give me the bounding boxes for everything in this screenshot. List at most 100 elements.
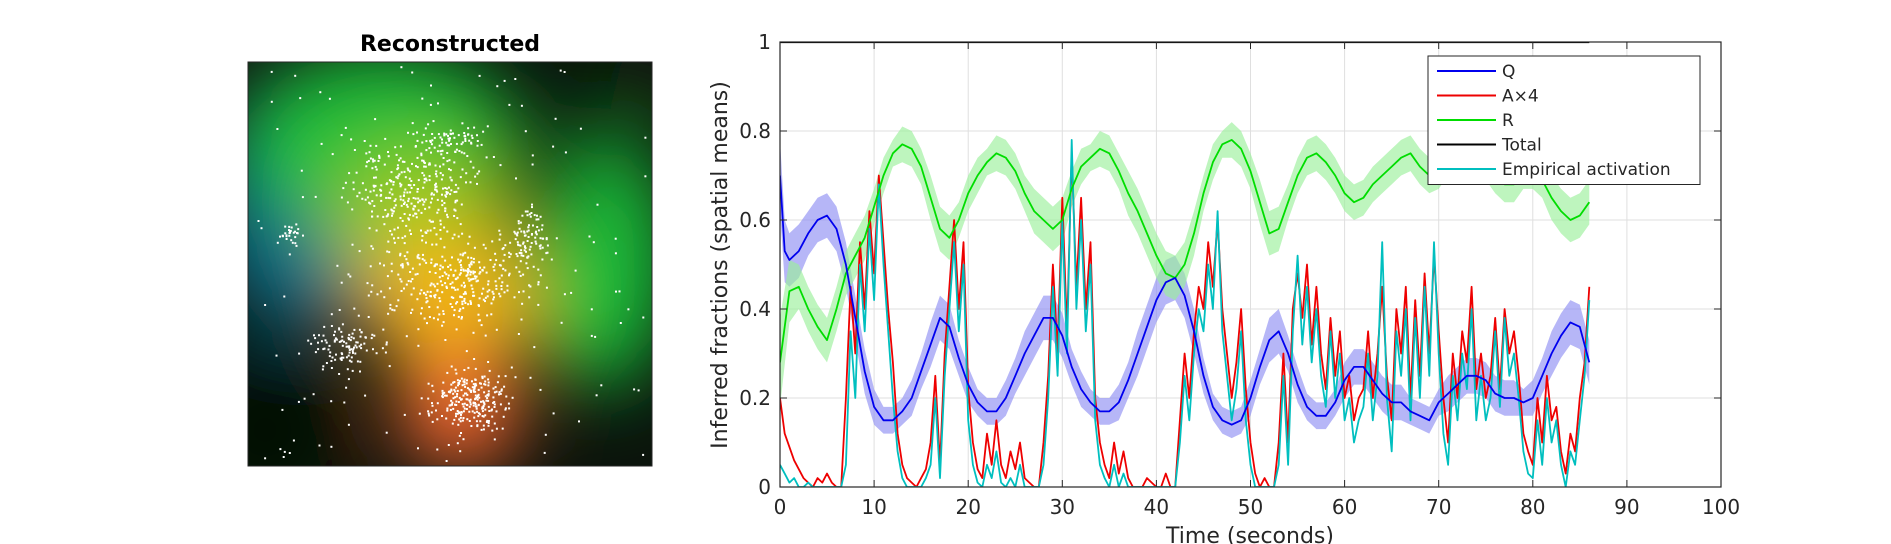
activation-dot-1088: [321, 368, 324, 371]
activation-dot-1331: [642, 316, 645, 319]
activation-dot-1245: [405, 335, 408, 338]
activation-dot-577: [513, 296, 516, 299]
activation-dot-886: [455, 412, 457, 415]
activation-dot-643: [472, 331, 475, 334]
activation-dot-101: [417, 197, 420, 200]
activation-dot-515: [438, 276, 441, 279]
activation-dot-11: [396, 164, 399, 167]
ticks: 0 10 20 30 40 50 60 70 80 90 100 0 0.2 0.4 0.6 0.8 1: [739, 30, 1740, 519]
line-chart: 0 10 20 30 40 50 60 70 80 90 100 0 0.2 0.4 0.6 0.8 1 Tim…: [708, 30, 1740, 544]
activation-dot-640: [454, 288, 457, 291]
activation-dot-1157: [463, 132, 466, 134]
activation-dot-662: [464, 385, 467, 388]
activation-dot-260: [439, 172, 442, 175]
legend-label-total: Total: [1501, 136, 1542, 156]
activation-dot-464: [451, 281, 454, 284]
activation-dot-58: [401, 160, 404, 163]
activation-dot-71: [423, 178, 426, 180]
activation-dot-148: [372, 158, 374, 161]
activation-dot-225: [439, 223, 442, 226]
activation-dot-111: [400, 183, 403, 186]
activation-dot-506: [462, 268, 465, 271]
activation-dot-80: [416, 166, 419, 169]
activation-dot-30: [384, 137, 387, 140]
activation-dot-991: [343, 340, 345, 343]
activation-dot-1168: [297, 228, 300, 231]
activation-dot-981: [539, 244, 542, 247]
activation-dot-1299: [487, 361, 490, 363]
activation-dot-442: [498, 238, 501, 241]
activation-dot-931: [515, 233, 518, 236]
activation-dot-607: [466, 270, 469, 273]
activation-dot-1271: [619, 322, 622, 324]
activation-dot-788: [472, 383, 475, 386]
activation-dot-250: [434, 173, 437, 175]
activation-dot-1035: [385, 341, 388, 344]
activation-dot-344: [410, 311, 412, 314]
activation-dot-1007: [333, 339, 336, 342]
activation-dot-218: [449, 193, 452, 196]
activation-dot-52: [440, 178, 443, 181]
activation-dot-1047: [340, 330, 343, 333]
activation-dot-688: [495, 410, 498, 413]
activation-dot-913: [518, 227, 521, 230]
activation-dot-1013: [358, 328, 361, 331]
activation-dot-545: [449, 264, 452, 267]
activation-dot-164: [441, 204, 444, 207]
activation-dot-202: [453, 161, 456, 164]
activation-dot-1210: [318, 444, 321, 447]
activation-dot-658: [529, 376, 532, 379]
activation-dot-724: [466, 379, 468, 382]
activation-dot-378: [493, 263, 496, 266]
reconstructed-map: [248, 62, 652, 466]
activation-dot-665: [461, 419, 464, 422]
activation-dot-568: [456, 276, 459, 279]
activation-dot-216: [352, 188, 355, 191]
activation-dot-1248: [514, 78, 517, 80]
activation-dot-563: [379, 262, 381, 265]
activation-dot-199: [392, 210, 395, 213]
activation-dot-76: [415, 216, 418, 219]
activation-dot-69: [395, 153, 398, 156]
activation-dot-388: [464, 284, 466, 287]
activation-dot-1226: [430, 84, 432, 87]
activation-dot-94: [390, 171, 393, 174]
activation-dot-834: [472, 404, 475, 407]
activation-dot-100: [420, 211, 423, 214]
activation-dot-1058: [338, 328, 341, 331]
activation-dot-1145: [429, 141, 432, 143]
activation-dot-1037: [317, 341, 319, 344]
activation-dot-1218: [385, 431, 388, 434]
activation-dot-1224: [270, 100, 273, 103]
activation-dot-519: [460, 269, 462, 272]
activation-dot-609: [495, 287, 498, 290]
activation-dot-205: [449, 176, 452, 179]
activation-dot-391: [455, 302, 457, 305]
activation-dot-1129: [467, 133, 470, 136]
activation-dot-1330: [399, 182, 402, 185]
activation-dot-885: [456, 379, 459, 382]
activation-dot-957: [536, 214, 538, 217]
activation-dot-619: [444, 339, 447, 341]
activation-dot-628: [469, 270, 472, 273]
activation-dot-690: [465, 350, 468, 353]
activation-dot-569: [407, 263, 410, 266]
activation-dot-246: [373, 205, 376, 207]
activation-dot-110: [388, 179, 391, 182]
activation-dot-405: [499, 295, 502, 298]
activation-dot-846: [482, 415, 485, 418]
activation-dot-817: [470, 425, 473, 427]
activation-dot-136: [372, 184, 375, 187]
activation-dot-734: [451, 422, 454, 425]
activation-dot-447: [461, 300, 464, 303]
activation-dot-415: [478, 261, 481, 264]
activation-dot-234: [428, 163, 430, 166]
activation-dot-382: [468, 264, 471, 266]
activation-dot-1296: [449, 303, 452, 305]
activation-dot-1140: [455, 142, 458, 145]
activation-dot-859: [468, 410, 471, 413]
activation-dot-1149: [431, 139, 434, 142]
activation-dot-852: [459, 379, 461, 382]
activation-dot-647: [353, 307, 356, 310]
activation-dot-899: [452, 392, 455, 395]
